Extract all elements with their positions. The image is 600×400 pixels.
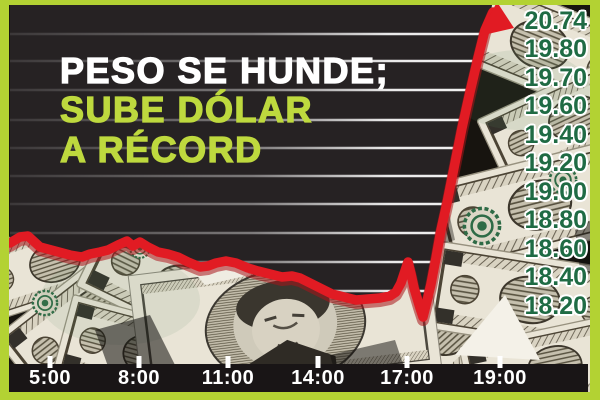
exchange-rate-line: [5, 7, 498, 322]
green-tint: [40, 255, 200, 345]
x-axis-tick: [136, 356, 142, 368]
crumple-highlight: [455, 295, 540, 360]
crumple-shadow: [95, 315, 175, 372]
x-axis-label-2: 11:00: [201, 367, 255, 389]
x-axis-tick: [404, 356, 410, 368]
frame-left: [0, 0, 9, 400]
x-axis-label-4: 17:00: [380, 367, 434, 389]
y-axis-label-0: 20.74: [524, 7, 587, 35]
x-axis-bar: [9, 364, 588, 392]
x-axis-label-1: 8:00: [117, 367, 161, 389]
headline-line2: SUBE DÓLAR: [59, 89, 314, 130]
x-axis-label-3: 14:00: [291, 367, 345, 389]
x-axis-ticks: [47, 356, 503, 368]
y-axis-label-5: 19.20: [524, 149, 587, 177]
x-axis-tick: [225, 356, 231, 368]
y-axis-label-4: 19.40: [524, 121, 587, 149]
x-axis-label-5: 19:00: [473, 367, 527, 389]
frame-right: [590, 0, 600, 400]
headline-line3: A RÉCORD: [59, 129, 263, 170]
y-axis-label-1: 19.80: [524, 35, 587, 63]
frame-bottom: [0, 392, 600, 400]
green-tint: [450, 50, 590, 130]
x-axis-tick: [315, 356, 321, 368]
y-axis-label-8: 18.60: [524, 235, 587, 263]
frame-top: [0, 0, 600, 5]
y-axis-label-2: 19.70: [524, 64, 587, 92]
y-axis-label-3: 19.60: [524, 92, 587, 120]
x-axis-tick: [47, 356, 53, 368]
y-axis-label-6: 19.00: [524, 178, 587, 206]
x-axis-label-0: 5:00: [28, 367, 72, 389]
y-axis-label-7: 18.80: [524, 206, 587, 234]
arrow-head: [479, 2, 514, 36]
y-axis-label-10: 18.20: [524, 292, 587, 320]
x-axis-tick: [497, 356, 503, 368]
y-axis-label-9: 18.40: [524, 263, 587, 291]
green-seal: [462, 206, 502, 246]
headline-line1: PESO SE HUNDE;: [59, 50, 390, 91]
